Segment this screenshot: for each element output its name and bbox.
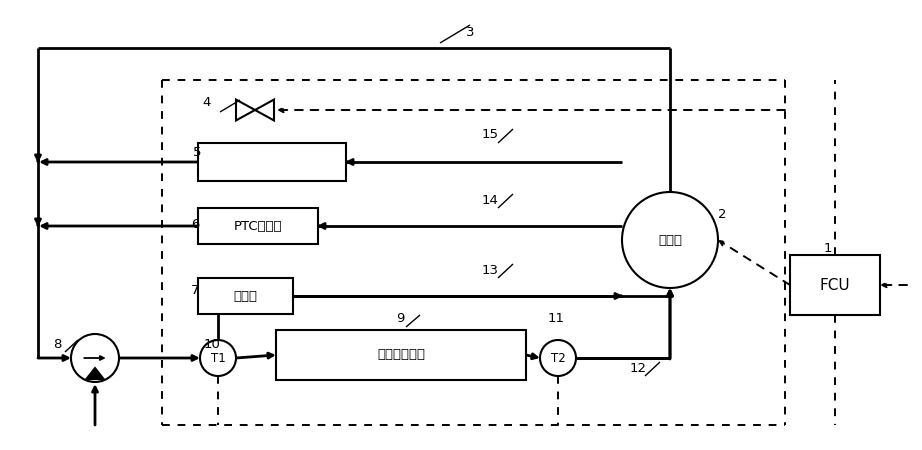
Text: 中冷器: 中冷器: [233, 289, 257, 302]
Text: 14: 14: [481, 194, 499, 207]
Text: 4: 4: [203, 96, 211, 109]
Text: 6: 6: [191, 219, 199, 231]
Text: 8: 8: [53, 338, 61, 351]
Text: 2: 2: [717, 207, 727, 220]
Circle shape: [200, 340, 236, 376]
Text: 13: 13: [481, 264, 499, 276]
Bar: [790, 255, 880, 315]
Bar: [198, 278, 293, 314]
Text: 11: 11: [548, 311, 564, 324]
Text: 1: 1: [823, 242, 833, 255]
Bar: [198, 208, 318, 244]
Text: T1: T1: [210, 351, 225, 364]
Text: 9: 9: [396, 311, 404, 324]
Circle shape: [540, 340, 576, 376]
Circle shape: [622, 192, 718, 288]
Text: 7: 7: [191, 284, 199, 297]
Text: FCU: FCU: [820, 278, 850, 292]
Text: PTC加热器: PTC加热器: [233, 220, 282, 233]
Polygon shape: [84, 366, 106, 380]
Bar: [276, 330, 526, 380]
Text: T2: T2: [550, 351, 565, 364]
Text: 15: 15: [481, 129, 499, 141]
Text: 5: 5: [193, 147, 201, 159]
Text: 12: 12: [630, 361, 646, 374]
Text: 3: 3: [466, 27, 474, 40]
Circle shape: [71, 334, 119, 382]
Text: 燃料电池堆栈: 燃料电池堆栈: [377, 348, 425, 361]
Text: 温控阀: 温控阀: [658, 234, 682, 247]
Text: 10: 10: [204, 338, 220, 351]
Bar: [198, 143, 346, 181]
